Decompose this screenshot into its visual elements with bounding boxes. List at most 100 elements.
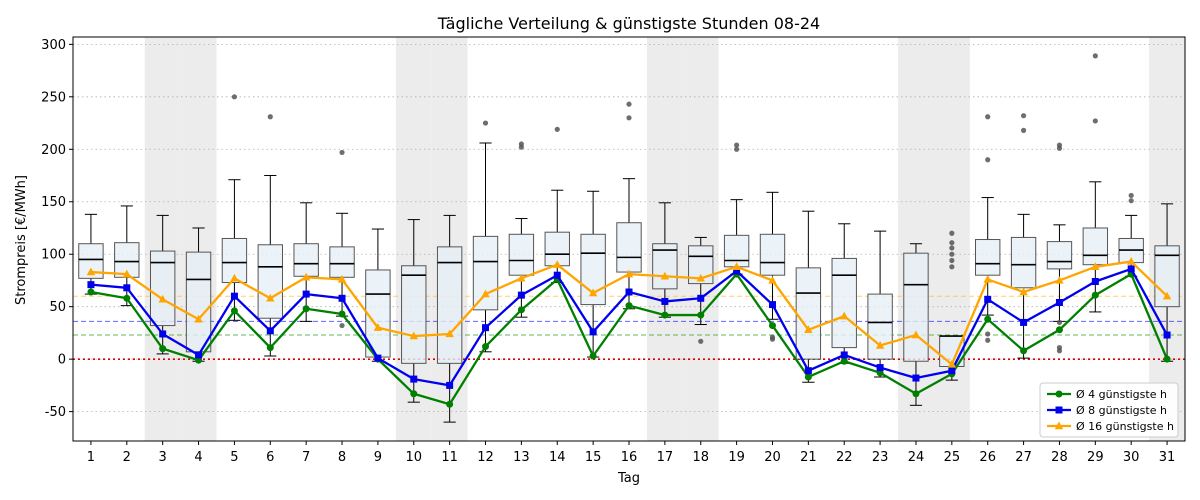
data-point (660, 271, 670, 280)
data-point (1020, 318, 1028, 326)
outlier-point (734, 142, 740, 148)
x-tick-label: 26 (979, 450, 996, 465)
outlier-point (949, 264, 955, 270)
chart-title: Tägliche Verteilung & günstigste Stunden… (437, 14, 820, 33)
y-tick-label: -50 (45, 405, 66, 420)
data-point (123, 284, 131, 292)
data-point (86, 267, 96, 276)
data-point (87, 288, 95, 296)
y-tick-label: 50 (49, 300, 66, 315)
data-point (410, 390, 418, 398)
box (867, 293, 893, 360)
data-point (840, 351, 848, 359)
box (472, 235, 499, 311)
x-tick-label: 18 (692, 450, 709, 465)
x-tick-label: 13 (513, 450, 530, 465)
outlier-point (949, 230, 955, 236)
data-point (625, 288, 633, 296)
data-point (1055, 298, 1063, 306)
data-point (409, 331, 418, 340)
data-point (266, 327, 274, 335)
y-tick-label: 0 (58, 353, 66, 368)
data-point (768, 322, 776, 330)
data-point (87, 281, 95, 289)
data-point (230, 307, 238, 315)
outlier-point (231, 94, 238, 100)
x-tick-label: 12 (477, 450, 494, 465)
y-tick-label: 150 (41, 195, 66, 210)
x-tick-label: 10 (406, 450, 423, 465)
outlier-point (949, 245, 955, 251)
box (975, 239, 1001, 276)
outlier-point (949, 240, 955, 246)
outlier-point (698, 338, 704, 344)
data-point (302, 305, 310, 313)
outlier-point (1056, 145, 1063, 151)
x-tick-label: 19 (728, 450, 745, 465)
box (759, 233, 786, 276)
x-tick-label: 6 (266, 450, 274, 465)
data-point (804, 373, 812, 381)
data-point (589, 352, 597, 360)
data-point (1162, 291, 1172, 300)
data-point (840, 357, 848, 365)
data-point (1163, 355, 1171, 363)
x-tick-label: 7 (302, 450, 310, 465)
box (903, 252, 929, 362)
data-point (338, 294, 346, 302)
data-point (804, 325, 813, 333)
x-tick-label: 22 (836, 450, 853, 465)
outlier-point (734, 146, 740, 152)
legend-marker-s16 (1054, 421, 1064, 430)
outlier-point (949, 257, 955, 264)
data-point (840, 311, 849, 320)
legend-label-s4: Ø 4 günstigste h (1076, 388, 1167, 401)
data-point (373, 323, 383, 331)
outlier-point (769, 336, 776, 342)
x-tick-label: 31 (1159, 450, 1176, 465)
data-point (983, 274, 992, 283)
x-tick-label: 14 (549, 450, 566, 465)
data-point (588, 288, 598, 297)
data-point (266, 293, 275, 302)
y-tick-label: 250 (41, 90, 66, 105)
data-point (517, 291, 525, 299)
data-point (1055, 275, 1064, 284)
data-point (553, 260, 562, 268)
outlier-point (1020, 127, 1027, 133)
box (1010, 236, 1037, 289)
x-tick-label: 17 (657, 450, 674, 465)
data-point (912, 374, 920, 382)
data-point (912, 390, 920, 398)
box (257, 244, 283, 319)
data-point (481, 289, 490, 298)
x-tick-label: 28 (1051, 450, 1068, 465)
box (508, 233, 535, 276)
data-point (123, 294, 131, 302)
outlier-point (985, 337, 991, 343)
x-tick-label: 9 (374, 450, 382, 465)
data-point (302, 290, 310, 298)
x-tick-label: 29 (1087, 450, 1104, 465)
outlier-point (1092, 53, 1098, 59)
data-point (410, 375, 418, 383)
data-point (230, 292, 238, 300)
data-point (875, 341, 885, 349)
data-point (553, 271, 561, 279)
data-point (195, 351, 203, 359)
outlier-point (267, 114, 273, 120)
outlier-point (1020, 113, 1027, 119)
box (723, 234, 750, 268)
y-axis-title: Strompreis [€/MWh] (14, 175, 29, 305)
data-point (948, 367, 956, 375)
data-point (911, 330, 921, 339)
outlier-point (626, 101, 632, 107)
data-point (1055, 326, 1063, 334)
outlier-point (1128, 192, 1134, 199)
legend-marker-s4 (1055, 390, 1063, 398)
data-point (122, 269, 132, 278)
x-tick-label: 23 (872, 450, 889, 465)
data-point (1126, 257, 1136, 265)
data-point (696, 273, 705, 282)
